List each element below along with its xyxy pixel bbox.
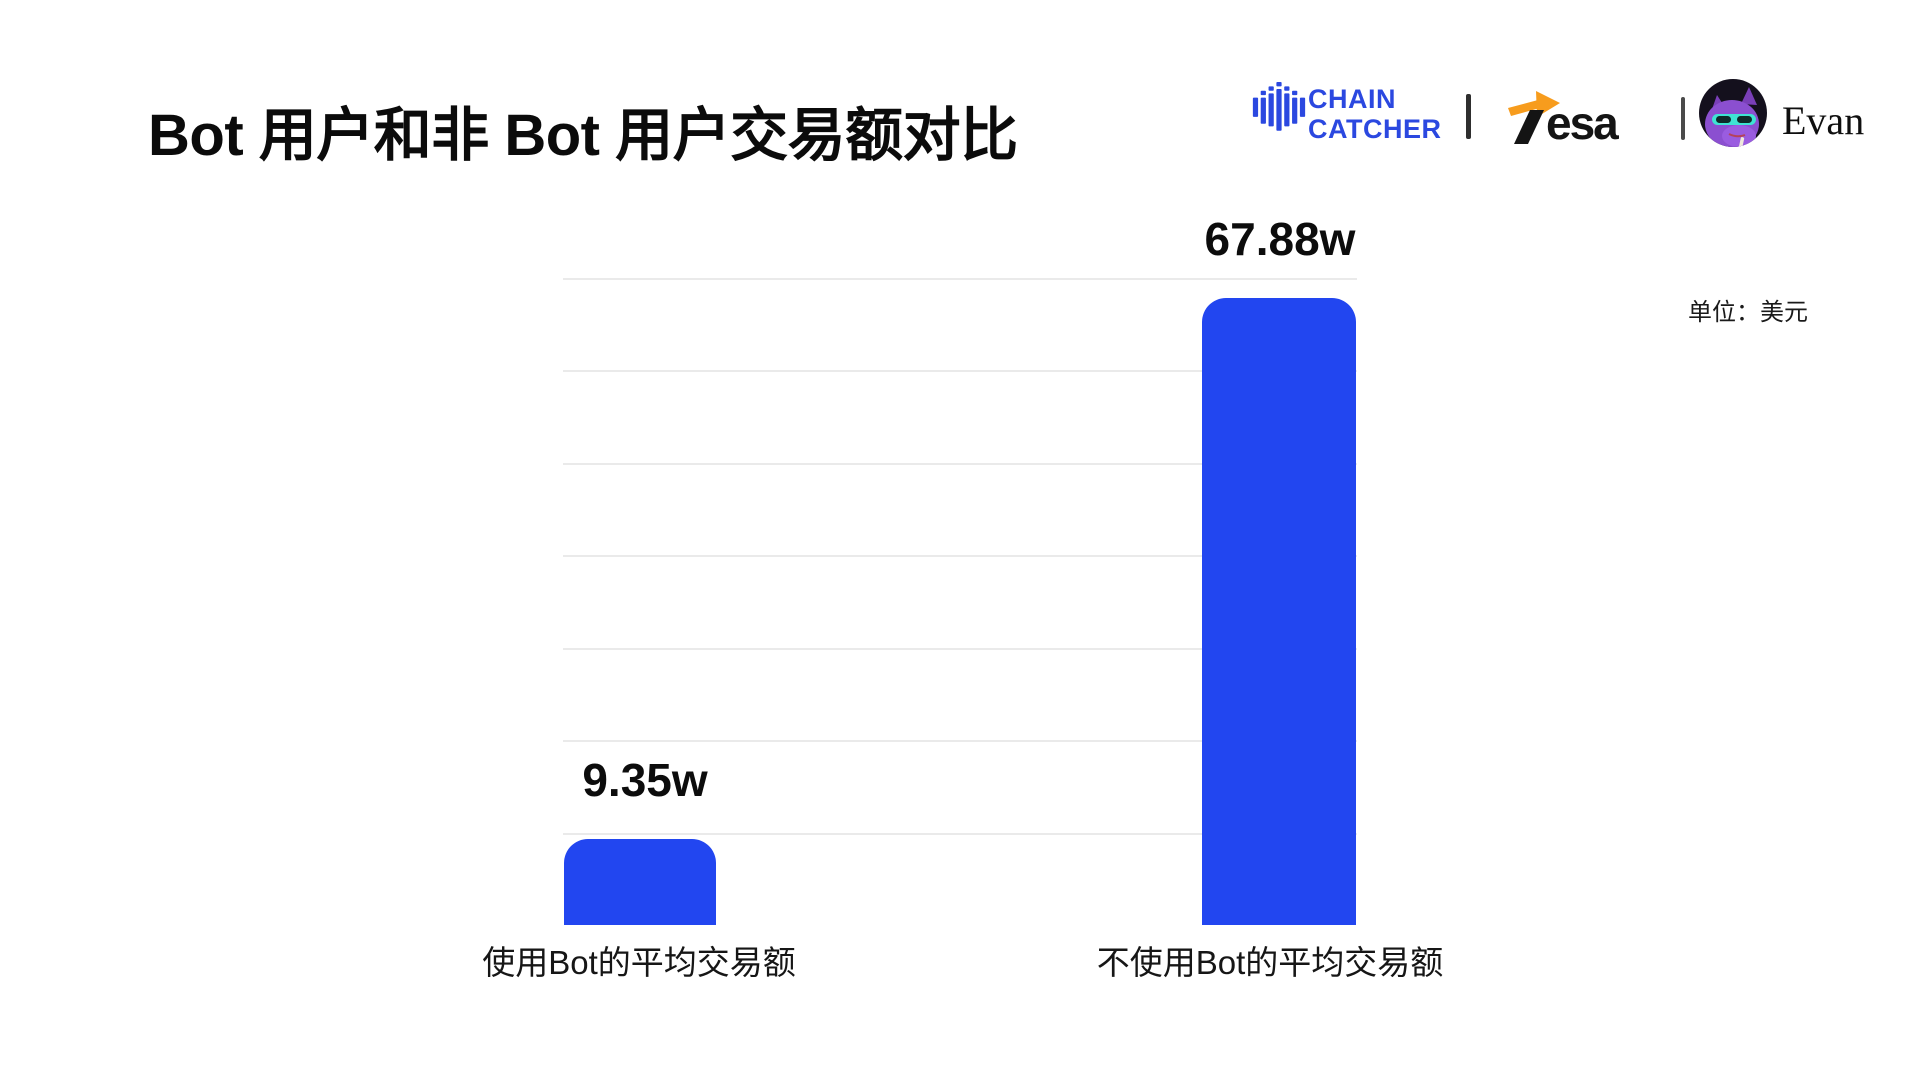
bar-non-bot-users bbox=[1202, 298, 1356, 925]
bar-bot-users bbox=[564, 839, 716, 925]
chaincatcher-line1: CHAIN bbox=[1308, 84, 1396, 114]
gridline bbox=[563, 370, 1357, 373]
value-label-bot: 9.35w bbox=[582, 754, 708, 806]
value-label-non-bot: 67.88w bbox=[1204, 213, 1356, 265]
divider-icon bbox=[1681, 97, 1685, 140]
gridline bbox=[563, 462, 1357, 465]
svg-text:esa: esa bbox=[1546, 97, 1619, 144]
tesa-logo: esa bbox=[1508, 86, 1663, 149]
chaincatcher-icon bbox=[1252, 80, 1306, 143]
chaincatcher-line2: CATCHER bbox=[1308, 114, 1442, 144]
gridline bbox=[563, 740, 1357, 743]
category-label-non-bot: 不使用Bot的平均交易额 bbox=[1096, 944, 1444, 981]
gridline bbox=[563, 278, 1357, 280]
unit-label: 单位：美元 bbox=[1688, 299, 1808, 326]
gridline bbox=[563, 832, 1357, 835]
divider-icon bbox=[1466, 94, 1471, 139]
page-title: Bot 用户和非 Bot 用户交易额对比 bbox=[148, 103, 1018, 168]
author-name: Evan bbox=[1782, 98, 1865, 143]
chaincatcher-wordmark: CHAIN CATCHER bbox=[1308, 84, 1442, 144]
gridline bbox=[563, 555, 1357, 558]
gridline bbox=[563, 647, 1357, 650]
category-label-bot: 使用Bot的平均交易额 bbox=[482, 944, 796, 981]
avatar bbox=[1699, 79, 1767, 147]
